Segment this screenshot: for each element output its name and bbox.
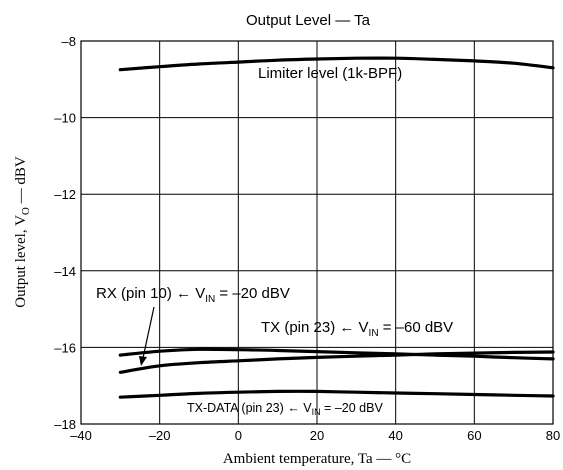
y-tick-label: –16 [54, 340, 76, 355]
series-line-3 [118, 350, 555, 374]
y-axis-label: Output level, VO — dBV [13, 156, 32, 308]
annotation-rx-pre: RX (pin 10) ← V [96, 285, 205, 302]
y-axis-label-unit: — dBV [13, 156, 29, 207]
annotation-rx: RX (pin 10) ← VIN = –20 dBV [96, 285, 290, 305]
x-tick-label: –20 [149, 428, 171, 443]
annotation-rx-post: = –20 dBV [215, 285, 290, 302]
y-tick-label: –10 [54, 111, 76, 126]
series-line-2 [118, 347, 555, 361]
y-axis-label-main: Output level, V [13, 215, 29, 308]
x-tick-label: –40 [70, 428, 92, 443]
annotation-tx: TX (pin 23) ← VIN = –60 dBV [261, 319, 453, 339]
x-tick-label: 60 [467, 428, 481, 443]
annotation-txdata-pre: TX-DATA (pin 23) ← V [187, 401, 312, 415]
series-line-1 [118, 56, 555, 72]
annotation-rx-sub: IN [205, 294, 215, 305]
x-tick-label: 0 [235, 428, 242, 443]
y-tick-labels: –18 –16 –14 –12 –10 –8 [54, 34, 76, 432]
y-tick-label: –8 [62, 34, 76, 49]
y-tick-label: –12 [54, 187, 76, 202]
y-tick-label: –18 [54, 417, 76, 432]
annotation-tx-pre: TX (pin 23) ← V [261, 319, 369, 336]
x-tick-label: 80 [546, 428, 560, 443]
rx-pointer-arrow [139, 306, 155, 366]
annotation-limiter: Limiter level (1k-BPF) [258, 65, 402, 82]
series-line-4 [118, 389, 555, 399]
chart-title: Output Level — Ta [246, 12, 371, 29]
annotation-txdata: TX-DATA (pin 23) ← VIN = –20 dBV [187, 401, 383, 417]
annotation-tx-sub: IN [369, 328, 379, 339]
annotation-tx-post: = –60 dBV [379, 319, 454, 336]
x-tick-labels: –40 –20 0 20 40 60 80 [70, 428, 560, 443]
x-tick-label: 40 [388, 428, 402, 443]
annotation-txdata-sub: IN [312, 407, 321, 417]
plot-frame [80, 40, 554, 425]
x-tick-label: 20 [310, 428, 324, 443]
series-lines [118, 56, 555, 399]
y-axis-label-sub: O [20, 207, 32, 215]
y-tick-label: –14 [54, 264, 76, 279]
annotation-txdata-post: = –20 dBV [321, 401, 384, 415]
grid [81, 41, 553, 424]
x-axis-label: Ambient temperature, Ta — °C [223, 451, 411, 467]
